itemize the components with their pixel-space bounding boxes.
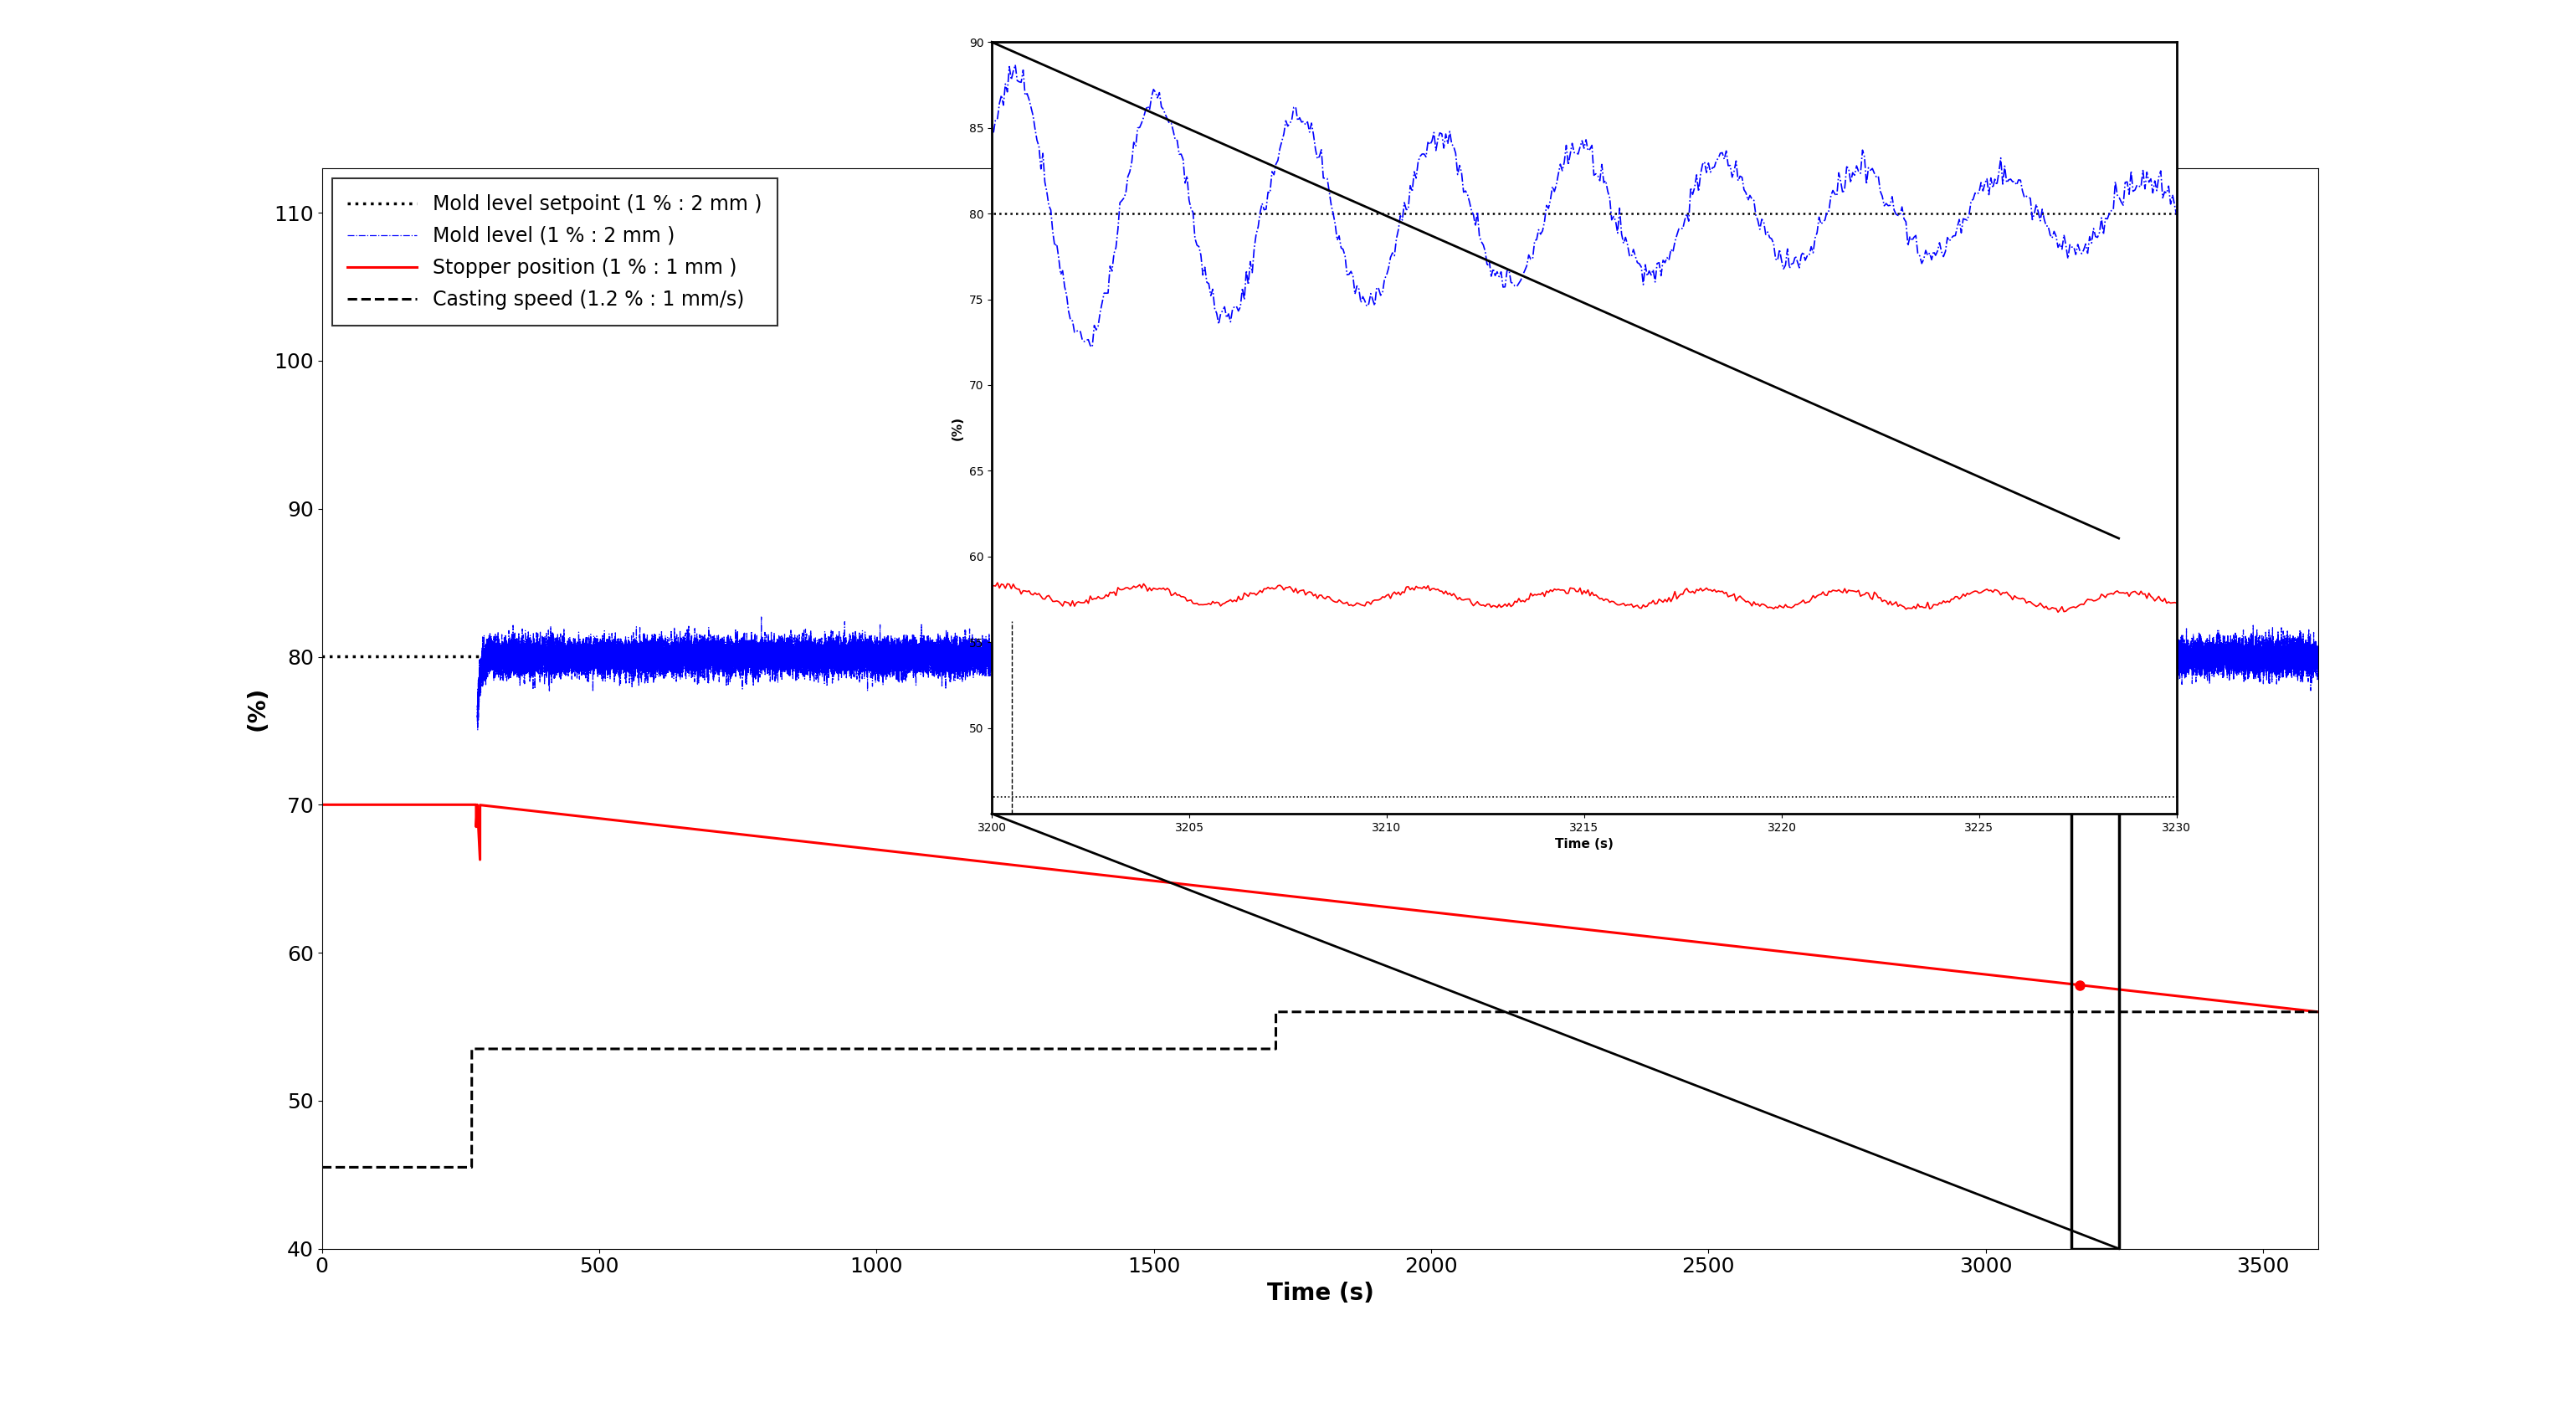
- Casting speed (1.2 % : 1 mm/s): (1.42e+03, 53.5): 1 mm/s): (1.42e+03, 53.5): [1095, 1041, 1126, 1058]
- Stopper position (1 % : 1 mm ): (0, 70): 1 mm ): (0, 70): [307, 797, 337, 814]
- Casting speed (1.2 % : 1 mm/s): (0, 45.5): 1 mm/s): (0, 45.5): [307, 1159, 337, 1176]
- Casting speed (1.2 % : 1 mm/s): (1.83e+03, 56): 1 mm/s): (1.83e+03, 56): [1319, 1003, 1350, 1020]
- Mold level (1 % : 2 mm ): (677, 80.5): 2 mm ): (677, 80.5): [683, 641, 714, 658]
- Stopper position (1 % : 1 mm ): (3.6e+03, 56): 1 mm ): (3.6e+03, 56): [2303, 1003, 2334, 1020]
- Line: Casting speed (1.2 % : 1 mm/s): Casting speed (1.2 % : 1 mm/s): [322, 1012, 2318, 1167]
- X-axis label: Time (s): Time (s): [1556, 838, 1613, 850]
- Mold level setpoint (1 % : 2 mm ): (1.83e+03, 80): 2 mm ): (1.83e+03, 80): [1319, 648, 1350, 665]
- Stopper position (1 % : 1 mm ): (1.42e+03, 65.2): 1 mm ): (1.42e+03, 65.2): [1095, 867, 1126, 884]
- Stopper position (1 % : 1 mm ): (3.23e+03, 57.6): 1 mm ): (3.23e+03, 57.6): [2097, 981, 2128, 998]
- Casting speed (1.2 % : 1 mm/s): (1.72e+03, 56): 1 mm/s): (1.72e+03, 56): [1260, 1003, 1291, 1020]
- Stopper position (1 % : 1 mm ): (677, 68.3): 1 mm ): (677, 68.3): [683, 821, 714, 838]
- Mold level (1 % : 2 mm ): (3.6e+03, 80.3): 2 mm ): (3.6e+03, 80.3): [2303, 644, 2334, 661]
- Line: Mold level (1 % : 2 mm ): Mold level (1 % : 2 mm ): [477, 617, 2318, 814]
- Mold level (1 % : 2 mm ): (1.42e+03, 79.4): 2 mm ): (1.42e+03, 79.4): [1095, 657, 1126, 673]
- Casting speed (1.2 % : 1 mm/s): (1.53e+03, 53.5): 1 mm/s): (1.53e+03, 53.5): [1157, 1041, 1188, 1058]
- Legend: Mold level setpoint (1 % : 2 mm ), Mold level (1 % : 2 mm ), Stopper position (1: Mold level setpoint (1 % : 2 mm ), Mold …: [332, 178, 778, 325]
- X-axis label: Time (s): Time (s): [1267, 1281, 1373, 1305]
- Casting speed (1.2 % : 1 mm/s): (677, 53.5): 1 mm/s): (677, 53.5): [683, 1041, 714, 1058]
- Mold level setpoint (1 % : 2 mm ): (3.23e+03, 80): 2 mm ): (3.23e+03, 80): [2097, 648, 2128, 665]
- Mold level (1 % : 2 mm ): (2.82e+03, 80): 2 mm ): (2.82e+03, 80): [1868, 648, 1899, 665]
- Mold level setpoint (1 % : 2 mm ): (677, 80): 2 mm ): (677, 80): [683, 648, 714, 665]
- Line: Stopper position (1 % : 1 mm ): Stopper position (1 % : 1 mm ): [322, 805, 2318, 1012]
- Stopper position (1 % : 1 mm ): (1.83e+03, 63.5): 1 mm ): (1.83e+03, 63.5): [1319, 892, 1350, 909]
- Mold level setpoint (1 % : 2 mm ): (3.6e+03, 80): 2 mm ): (3.6e+03, 80): [2303, 648, 2334, 665]
- Casting speed (1.2 % : 1 mm/s): (3.23e+03, 56): 1 mm/s): (3.23e+03, 56): [2097, 1003, 2128, 1020]
- Mold level (1 % : 2 mm ): (3.23e+03, 79.8): 2 mm ): (3.23e+03, 79.8): [2097, 651, 2128, 668]
- Casting speed (1.2 % : 1 mm/s): (2.82e+03, 56): 1 mm/s): (2.82e+03, 56): [1868, 1003, 1899, 1020]
- Bar: [2071, 539, 2117, 1249]
- Mold level setpoint (1 % : 2 mm ): (1.42e+03, 80): 2 mm ): (1.42e+03, 80): [1095, 648, 1126, 665]
- Mold level setpoint (1 % : 2 mm ): (1.53e+03, 80): 2 mm ): (1.53e+03, 80): [1157, 648, 1188, 665]
- Stopper position (1 % : 1 mm ): (1.53e+03, 64.7): 1 mm ): (1.53e+03, 64.7): [1157, 874, 1188, 891]
- Stopper position (1 % : 1 mm ): (2.82e+03, 59.3): 1 mm ): (2.82e+03, 59.3): [1868, 954, 1899, 971]
- Mold level (1 % : 2 mm ): (1.83e+03, 80.6): 2 mm ): (1.83e+03, 80.6): [1319, 640, 1350, 657]
- Mold level setpoint (1 % : 2 mm ): (2.82e+03, 80): 2 mm ): (2.82e+03, 80): [1868, 648, 1899, 665]
- Y-axis label: (%): (%): [951, 415, 963, 441]
- Y-axis label: (%): (%): [245, 686, 270, 731]
- Mold level setpoint (1 % : 2 mm ): (0, 80): 2 mm ): (0, 80): [307, 648, 337, 665]
- Casting speed (1.2 % : 1 mm/s): (3.6e+03, 56): 1 mm/s): (3.6e+03, 56): [2303, 1003, 2334, 1020]
- Mold level (1 % : 2 mm ): (1.53e+03, 78.8): 2 mm ): (1.53e+03, 78.8): [1157, 666, 1188, 683]
